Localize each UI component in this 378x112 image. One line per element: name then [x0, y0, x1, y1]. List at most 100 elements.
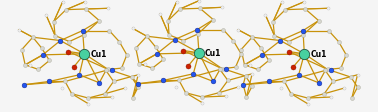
Point — [266, 60, 272, 62]
Point — [65, 51, 71, 53]
Point — [288, 93, 294, 95]
Point — [119, 68, 125, 69]
Point — [242, 64, 248, 66]
Point — [116, 41, 122, 43]
Point — [144, 36, 150, 38]
Point — [316, 20, 322, 22]
Point — [223, 95, 229, 97]
Point — [325, 69, 331, 71]
Point — [330, 81, 336, 83]
Text: Cu1: Cu1 — [310, 50, 327, 59]
Point — [328, 70, 334, 72]
Text: Cu1: Cu1 — [90, 50, 107, 59]
Point — [80, 30, 86, 32]
Point — [96, 82, 102, 84]
Text: Cu1: Cu1 — [205, 49, 222, 58]
Point — [22, 64, 28, 66]
Point — [316, 82, 322, 84]
Point — [290, 67, 296, 68]
Point — [177, 9, 183, 11]
Point — [63, 10, 69, 11]
Point — [108, 96, 115, 98]
Point — [122, 87, 128, 89]
Point — [238, 53, 244, 55]
Point — [110, 81, 116, 83]
Point — [28, 64, 34, 66]
Point — [240, 84, 246, 86]
Point — [106, 30, 112, 32]
Point — [103, 70, 109, 72]
Point — [57, 40, 64, 42]
Point — [322, 70, 328, 72]
Point — [180, 40, 186, 42]
Point — [296, 74, 302, 76]
Point — [341, 87, 347, 89]
Point — [277, 40, 284, 42]
Point — [160, 59, 166, 61]
Point — [66, 41, 72, 43]
Point — [301, 53, 307, 55]
Point — [286, 51, 292, 53]
Point — [197, 8, 203, 10]
Point — [46, 60, 53, 62]
Point — [194, 29, 200, 31]
Point — [355, 86, 361, 88]
Point — [142, 63, 148, 65]
Point — [249, 73, 255, 75]
Point — [60, 2, 66, 4]
Point — [160, 80, 166, 82]
Point — [96, 20, 102, 22]
Point — [216, 92, 222, 94]
Point — [174, 2, 180, 4]
Point — [52, 35, 58, 37]
Point — [165, 20, 171, 22]
Point — [223, 69, 229, 71]
Point — [69, 93, 75, 95]
Point — [262, 15, 268, 17]
Point — [279, 2, 285, 4]
Point — [21, 84, 27, 86]
Point — [302, 9, 308, 11]
Point — [196, 52, 202, 54]
Point — [85, 97, 91, 99]
Point — [130, 97, 136, 99]
Point — [83, 9, 89, 11]
Point — [129, 76, 135, 78]
Point — [301, 2, 307, 4]
Point — [210, 81, 216, 83]
Point — [328, 96, 334, 98]
Point — [258, 48, 264, 50]
Point — [108, 70, 115, 72]
Point — [348, 76, 354, 78]
Point — [105, 69, 111, 71]
Point — [270, 22, 276, 23]
Point — [343, 54, 349, 56]
Point — [135, 83, 141, 85]
Point — [153, 47, 159, 49]
Point — [199, 96, 205, 98]
Point — [43, 15, 49, 17]
Point — [71, 67, 77, 68]
Point — [30, 37, 36, 39]
Point — [300, 35, 306, 37]
Point — [154, 53, 160, 55]
Point — [232, 67, 239, 68]
Point — [15, 29, 22, 31]
Point — [238, 49, 244, 51]
Point — [130, 28, 136, 30]
Point — [278, 87, 284, 89]
Point — [166, 35, 172, 37]
Point — [135, 74, 141, 76]
Point — [255, 69, 261, 71]
Point — [76, 74, 82, 76]
Point — [81, 35, 87, 37]
Point — [51, 22, 57, 23]
Point — [325, 8, 331, 10]
Point — [247, 64, 253, 66]
Point — [105, 8, 111, 10]
Point — [325, 30, 332, 32]
Point — [19, 49, 25, 51]
Point — [338, 68, 344, 69]
Point — [271, 35, 277, 37]
Point — [217, 69, 223, 71]
